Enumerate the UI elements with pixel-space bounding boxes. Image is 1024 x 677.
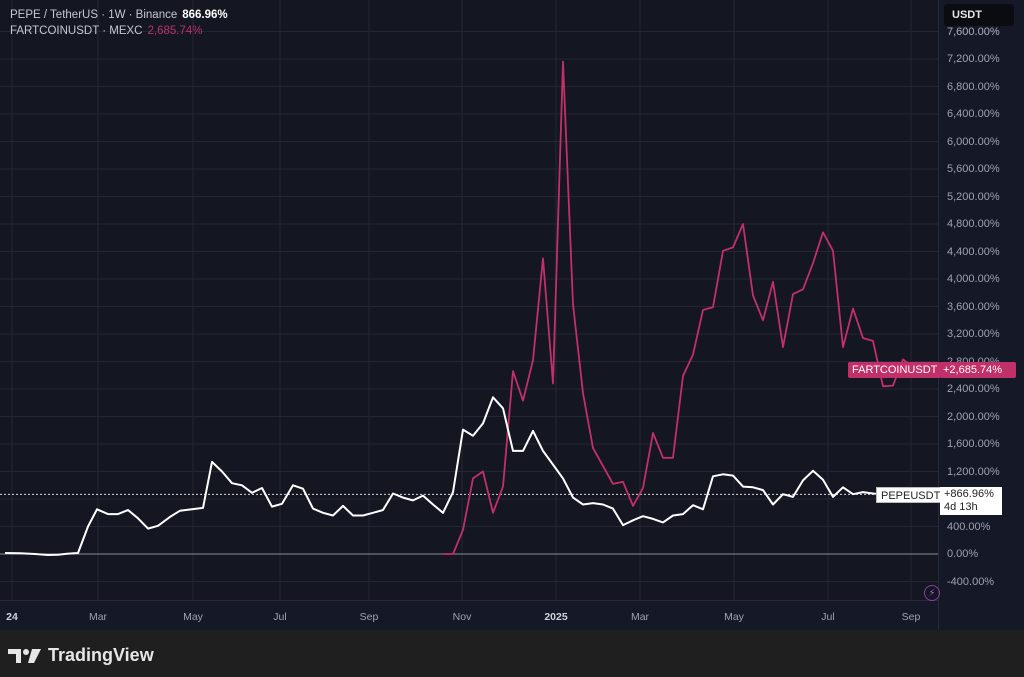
x-tick-label: Sep: [359, 611, 379, 623]
y-tick-label: 6,800.00%: [947, 80, 1000, 93]
fartcoin-price-tag: +2,685.74%: [940, 362, 1016, 378]
y-tick-label: 400.00%: [947, 520, 991, 533]
legend-series-pepe[interactable]: PEPE / TetherUS · 1W · Binance 866.96%: [10, 9, 228, 21]
y-tick-label: -400.00%: [947, 575, 995, 588]
x-tick-label: Jul: [821, 611, 835, 623]
x-tick-label: 2025: [544, 611, 568, 623]
pepe-price-value: +866.96%: [944, 488, 994, 500]
legend-fartcoin-value: 2,685.74%: [147, 25, 203, 37]
y-tick-label: 2,400.00%: [947, 383, 1000, 395]
y-tick-label: 1,600.00%: [947, 438, 1000, 450]
pepe-bar-countdown: 4d 13h: [944, 501, 978, 513]
currency-button[interactable]: USDT: [944, 4, 1014, 26]
x-tick-label: May: [183, 611, 203, 623]
chart-container: PEPE / TetherUS · 1W · Binance 866.96% FA…: [0, 0, 1024, 631]
time-axis[interactable]: 24 Mar May Jul Sep Nov 2025 Mar May Jul Sep: [0, 600, 938, 631]
pepe-name-tag: PEPEUSDT: [876, 487, 946, 503]
fartcoin-line: [443, 60, 924, 555]
y-tick-label: 7,200.00%: [947, 53, 1000, 65]
footer: [0, 630, 1024, 677]
legend-fartcoin-label: FARTCOINUSDT · MEXC: [10, 25, 143, 37]
tradingview-mark-icon: [8, 648, 41, 663]
x-tick-label: 24: [6, 611, 18, 623]
pepe-line: [4, 396, 904, 556]
y-tick-label: 6,000.00%: [947, 135, 1000, 148]
y-tick-label: 4,800.00%: [947, 218, 1000, 230]
x-tick-label: Mar: [630, 611, 650, 623]
x-tick-label: May: [724, 611, 744, 623]
legend-series-fartcoin[interactable]: FARTCOINUSDT · MEXC 2,685.74%: [10, 25, 202, 37]
y-tick-label: 1,200.00%: [947, 465, 1000, 478]
y-tick-label: 4,000.00%: [947, 273, 1000, 285]
x-tick-label: Nov: [452, 611, 472, 623]
legend-pepe-label: PEPE / TetherUS · 1W · Binance: [10, 9, 178, 21]
y-tick-label: 3,200.00%: [947, 328, 1000, 340]
grid-lines: [0, 0, 938, 600]
legend-pepe-value: 866.96%: [182, 9, 228, 21]
y-tick-label: 3,600.00%: [947, 300, 1000, 313]
price-axis[interactable]: 7,600.00% 7,200.00% 6,800.00% 6,400.00% 6,00…: [938, 0, 1024, 630]
y-tick-label: 5,200.00%: [947, 190, 1000, 203]
tradingview-logo[interactable]: TradingView: [8, 645, 154, 666]
y-tick-label: 4,400.00%: [947, 245, 1000, 258]
pepe-price-tag: +866.96% 4d 13h: [940, 487, 1002, 515]
x-tick-label: Jul: [273, 611, 287, 623]
plot-area[interactable]: [0, 0, 938, 600]
y-tick-label: 6,400.00%: [947, 108, 1000, 120]
x-tick-label: Sep: [901, 611, 921, 623]
y-tick-label: 2,000.00%: [947, 410, 1000, 423]
tradingview-brand-text: TradingView: [48, 645, 154, 665]
y-tick-label: 5,600.00%: [947, 163, 1000, 175]
y-tick-label: 7,600.00%: [947, 25, 1000, 38]
y-tick-label: 7,600.00%: [947, 25, 1000, 38]
y-tick-label: 0.00%: [947, 548, 979, 560]
lightning-bolt-icon[interactable]: ⚡: [924, 585, 940, 601]
fartcoin-name-tag: FARTCOINUSDT: [848, 362, 942, 378]
x-tick-label: Mar: [88, 611, 108, 623]
